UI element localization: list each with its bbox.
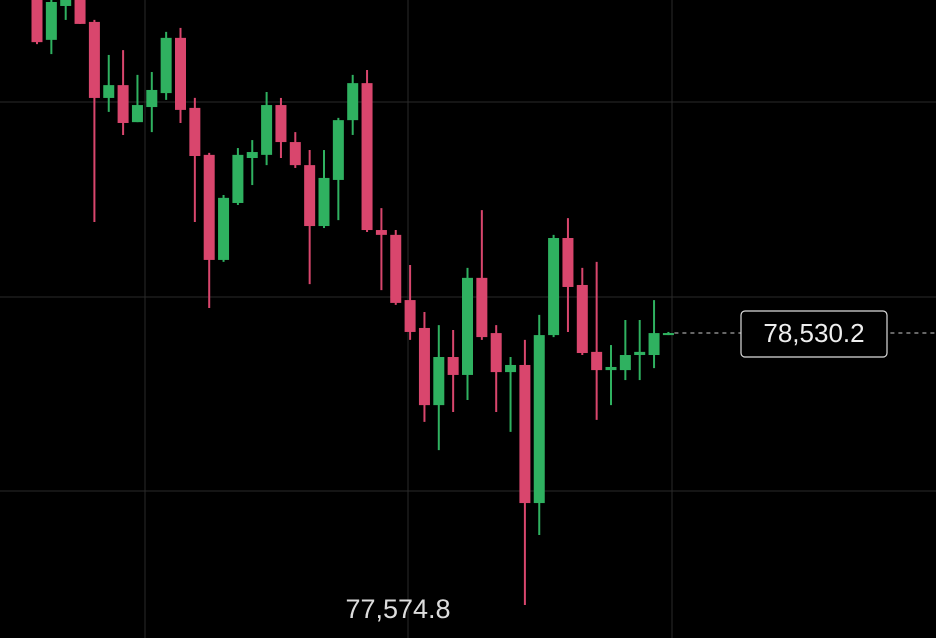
candle-body	[318, 177, 330, 227]
candle-body	[361, 83, 373, 231]
candle-body	[576, 284, 588, 354]
candle-body	[347, 83, 359, 121]
candle-body	[476, 277, 488, 338]
candle-body	[662, 333, 674, 336]
candle-body	[131, 105, 143, 123]
candle-body	[88, 21, 100, 98]
candle-body	[519, 364, 531, 504]
candle-body	[634, 351, 646, 356]
candle-body	[304, 165, 316, 227]
candle-body	[605, 366, 617, 371]
candle-body	[375, 230, 387, 235]
candle-body	[591, 351, 603, 371]
candle-body	[433, 357, 445, 406]
candle-body	[562, 238, 574, 287]
candle-body	[404, 300, 416, 332]
candle-body	[160, 37, 172, 94]
candle-body	[648, 333, 660, 356]
candle-body	[103, 85, 115, 98]
low-price-label: 77,574.8	[345, 594, 450, 624]
candle-body	[31, 0, 43, 43]
candle-body	[117, 85, 129, 123]
candle-body	[232, 154, 244, 203]
candle-body	[189, 107, 201, 157]
last-price-box	[740, 310, 888, 358]
candle-body	[261, 105, 273, 155]
candle-body	[533, 335, 545, 504]
candle-body	[390, 234, 402, 303]
candle-body	[203, 154, 215, 260]
candle-body	[289, 142, 301, 166]
candle-body	[447, 357, 459, 375]
candle-body	[146, 89, 158, 108]
candle-body	[462, 277, 473, 375]
candle-body	[218, 197, 230, 260]
candle-body	[490, 333, 502, 373]
candle-body	[74, 0, 86, 24]
candle-body	[60, 0, 72, 6]
candle-body	[175, 37, 186, 110]
candle-body	[505, 364, 517, 373]
last-price-label: 78,530.2	[763, 318, 864, 348]
candle-body	[332, 120, 344, 180]
candle-body	[418, 327, 430, 406]
candle-body	[275, 105, 287, 143]
candle-body	[45, 1, 57, 40]
candle-body	[619, 355, 631, 371]
candle-body	[548, 238, 560, 336]
candle-body	[246, 152, 258, 159]
